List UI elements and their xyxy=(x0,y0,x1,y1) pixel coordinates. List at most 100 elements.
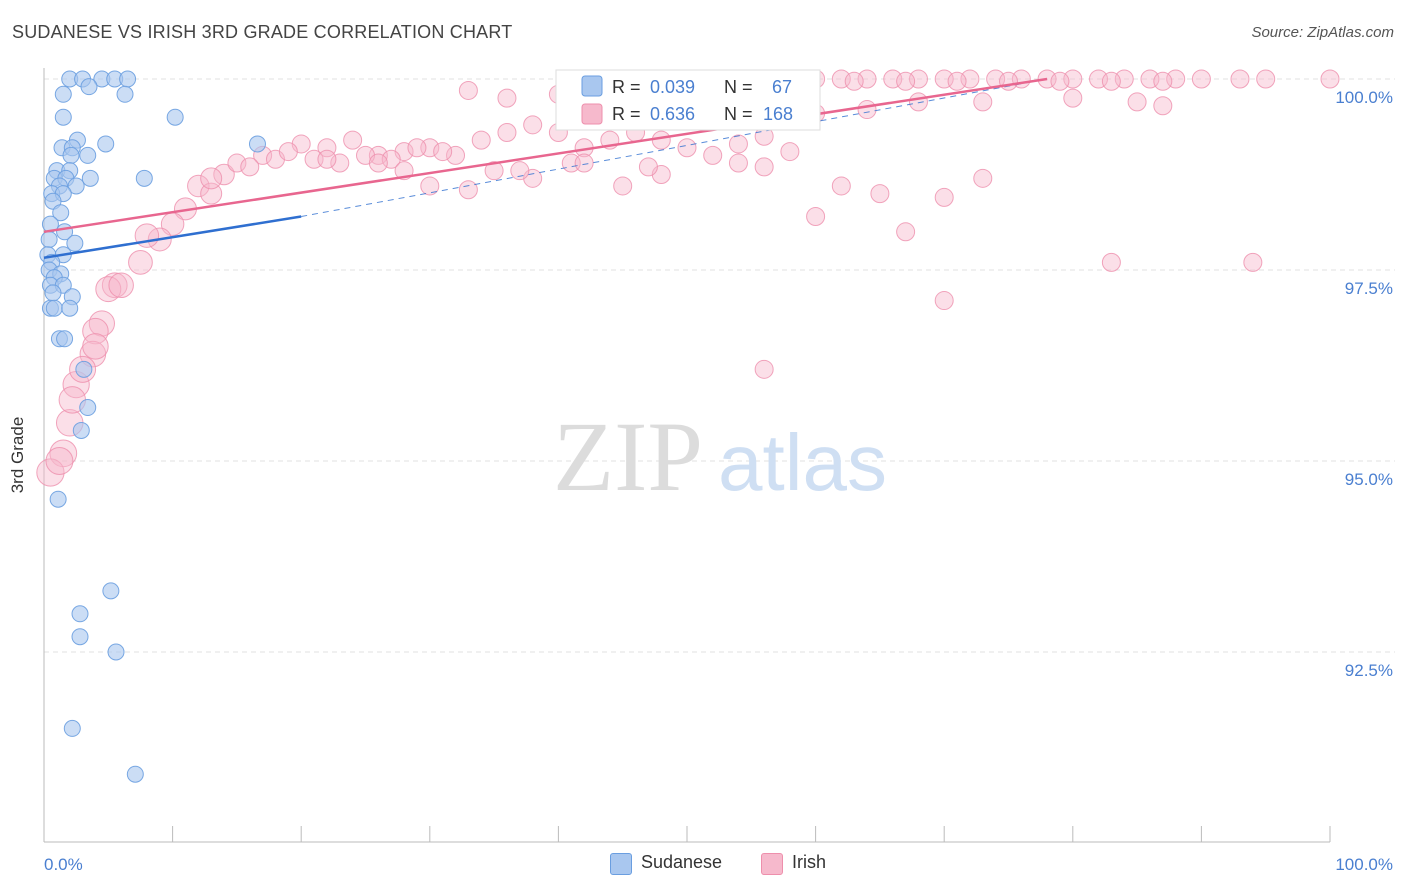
sudanese-point xyxy=(79,399,97,417)
legend-bottom-sudanese-label: Sudanese xyxy=(641,852,723,872)
legend-sudanese-swatch xyxy=(581,75,603,97)
irish-point xyxy=(420,176,440,196)
legend-irish-r-value: 0.636 xyxy=(650,104,695,124)
irish-point xyxy=(1243,252,1263,272)
irish-point xyxy=(128,249,153,275)
irish-point xyxy=(343,130,363,150)
sudanese-point xyxy=(49,490,67,508)
irish-point xyxy=(908,92,928,112)
irish-point xyxy=(330,153,350,173)
sudanese-point xyxy=(71,628,89,646)
sudanese-point xyxy=(44,284,62,302)
sudanese-point xyxy=(116,85,134,103)
irish-point xyxy=(278,142,298,162)
legend-sudanese-n-value: 67 xyxy=(772,77,792,97)
legend-irish-swatch xyxy=(581,103,603,125)
irish-point xyxy=(1153,71,1173,91)
sudanese-point xyxy=(56,330,74,348)
irish-point xyxy=(510,161,530,181)
sudanese-point xyxy=(75,360,93,378)
sudanese-point xyxy=(54,85,72,103)
irish-point xyxy=(780,142,800,162)
sudanese-point xyxy=(166,108,184,126)
irish-point xyxy=(446,145,466,165)
irish-point xyxy=(45,447,74,475)
sudanese-point xyxy=(248,135,266,153)
sudanese-trend-extension xyxy=(301,78,1048,218)
legend-irish-n-value: 168 xyxy=(763,104,793,124)
axes xyxy=(43,68,1331,843)
legend-bottom: Sudanese Irish xyxy=(0,852,1406,878)
irish-point xyxy=(433,142,453,162)
sudanese-point xyxy=(45,299,63,317)
watermark: ZIP atlas xyxy=(553,401,887,512)
irish-point xyxy=(108,272,134,299)
irish-point xyxy=(934,187,954,207)
legend-sudanese-r-value: 0.039 xyxy=(650,77,695,97)
irish-point xyxy=(754,359,774,379)
irish-point xyxy=(497,122,517,142)
sudanese-point xyxy=(54,108,72,126)
sudanese-point xyxy=(102,582,120,600)
irish-point xyxy=(1101,71,1121,91)
trend-lines xyxy=(43,77,1048,260)
irish-point xyxy=(677,138,697,158)
irish-point xyxy=(82,333,109,360)
irish-point xyxy=(200,167,223,190)
legend-sudanese-r-label: R = xyxy=(612,77,641,97)
legend-sudanese-n-label: N = xyxy=(724,77,753,97)
irish-point xyxy=(82,317,109,345)
irish-point xyxy=(240,157,260,177)
irish-point xyxy=(1101,252,1121,272)
irish-point xyxy=(999,71,1018,91)
y-tick-label: 97.5% xyxy=(1345,279,1393,298)
irish-point xyxy=(1320,69,1340,89)
irish-point xyxy=(574,153,594,173)
irish-point xyxy=(613,176,633,196)
x-tick-label-max: 100.0% xyxy=(1335,855,1393,874)
irish-point xyxy=(1063,88,1083,108)
irish-point xyxy=(458,80,478,100)
x-tick-labels: 0.0% 100.0% xyxy=(44,855,1393,874)
irish-point xyxy=(1230,69,1250,89)
y-tick-labels: 100.0% 97.5% 95.0% 92.5% xyxy=(1335,88,1393,680)
sudanese-point xyxy=(67,177,85,195)
irish-point xyxy=(1050,71,1070,91)
irish-point xyxy=(973,92,993,112)
legend-bottom-irish-label: Irish xyxy=(792,852,827,872)
chart-title: SUDANESE VS IRISH 3RD GRADE CORRELATION … xyxy=(12,22,513,42)
irish-point xyxy=(227,153,247,173)
irish-point xyxy=(806,207,826,227)
irish-point xyxy=(831,176,851,196)
legend-irish-r-label: R = xyxy=(612,104,641,124)
sudanese-point xyxy=(80,78,98,96)
sudanese-point xyxy=(126,765,144,783)
irish-trend-line xyxy=(43,77,1048,234)
irish-point xyxy=(484,161,504,181)
sudanese-point xyxy=(61,299,79,317)
irish-point xyxy=(317,138,337,158)
irish-point xyxy=(458,180,478,200)
sudanese-point xyxy=(63,719,81,737)
irish-point xyxy=(200,182,223,205)
irish-point xyxy=(870,184,890,204)
sudanese-trend-line xyxy=(43,215,302,260)
sudanese-point xyxy=(71,605,89,623)
y-tick-label: 92.5% xyxy=(1345,661,1393,680)
irish-point xyxy=(1191,69,1211,89)
sudanese-point xyxy=(40,230,58,248)
sudanese-point xyxy=(135,169,153,187)
irish-point xyxy=(896,222,916,242)
sudanese-point xyxy=(72,421,90,439)
sudanese-point xyxy=(107,643,125,661)
irish-point xyxy=(381,149,401,169)
irish-point xyxy=(973,168,993,188)
irish-point xyxy=(213,163,235,186)
legend-irish-n-label: N = xyxy=(724,104,753,124)
irish-point xyxy=(638,157,658,177)
irish-point xyxy=(1153,96,1173,116)
irish-point xyxy=(1256,69,1276,89)
irish-point xyxy=(728,153,748,173)
legend-bottom-sudanese-swatch xyxy=(610,853,632,875)
